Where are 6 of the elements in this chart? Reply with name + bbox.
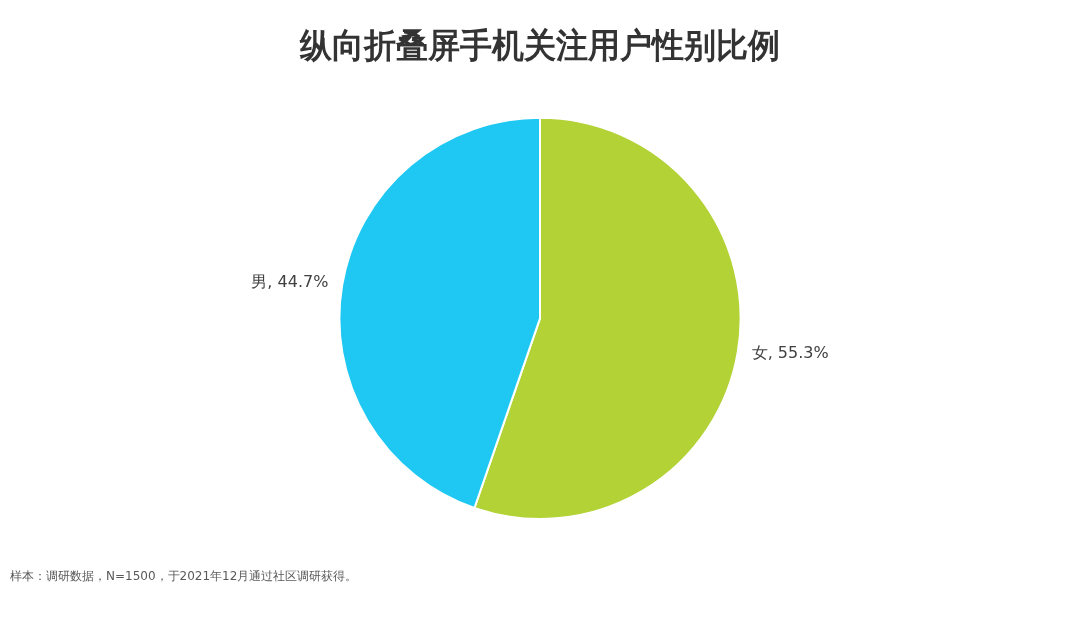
slice-label: 女 bbox=[751, 343, 768, 363]
slice-label: 男 bbox=[251, 271, 268, 291]
data-label: , 55.3% bbox=[767, 343, 829, 363]
data-label: , 44.7% bbox=[267, 271, 329, 291]
text: 样本：调研数据，N=1500，于2021年12月通过社区调研获得。 bbox=[10, 568, 358, 585]
chart-title: 纵向折叠屏手机关注用户性别比例 bbox=[299, 25, 780, 66]
